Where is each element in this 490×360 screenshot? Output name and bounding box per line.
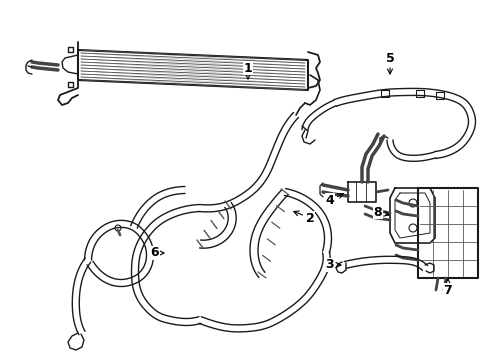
Text: 6: 6 [151, 247, 164, 260]
Text: 8: 8 [374, 206, 389, 219]
Text: 7: 7 [443, 279, 452, 297]
Text: 1: 1 [244, 62, 252, 79]
Text: 3: 3 [326, 258, 341, 271]
Text: 5: 5 [386, 51, 394, 74]
Text: 2: 2 [294, 211, 315, 225]
Text: 4: 4 [326, 194, 343, 207]
